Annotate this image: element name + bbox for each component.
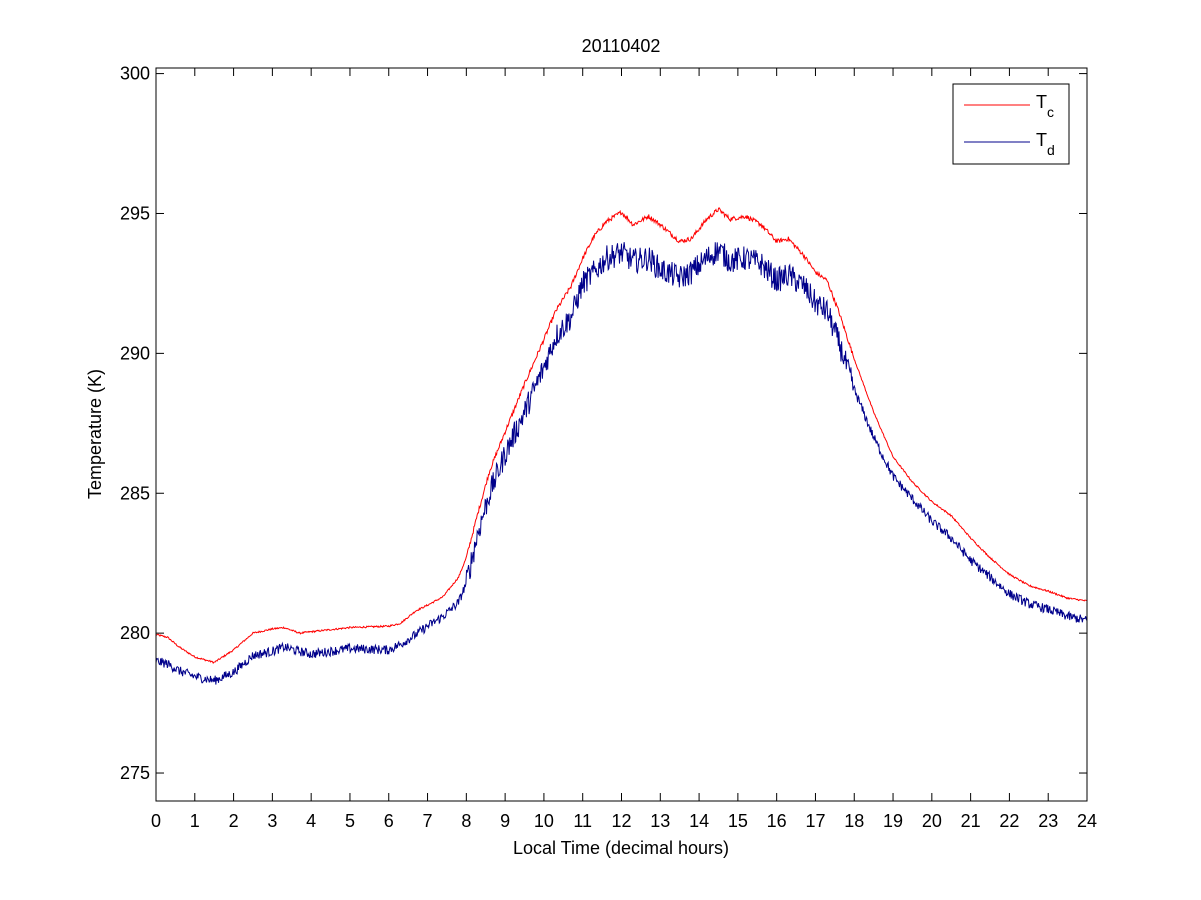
x-tick-label: 21 <box>961 811 981 831</box>
x-tick-label: 12 <box>611 811 631 831</box>
series-lines <box>155 207 1088 685</box>
y-axis-label: Temperature (K) <box>85 369 105 499</box>
legend-label-td-sub: d <box>1047 142 1055 158</box>
x-tick-label: 22 <box>999 811 1019 831</box>
x-tick-label: 18 <box>844 811 864 831</box>
y-tick-label: 285 <box>120 483 150 503</box>
legend-label-td: Td <box>1036 130 1055 158</box>
x-tick-label: 5 <box>345 811 355 831</box>
x-tick-label: 16 <box>767 811 787 831</box>
x-tick-label: 17 <box>805 811 825 831</box>
x-tick-label: 15 <box>728 811 748 831</box>
x-tick-label: 14 <box>689 811 709 831</box>
y-tick-label: 290 <box>120 343 150 363</box>
x-axis-label: Local Time (decimal hours) <box>513 838 729 858</box>
legend-box <box>952 83 1070 165</box>
x-ticks: 0 1 2 3 4 5 6 7 8 9 10 11 12 13 14 15 16 17 18 19 20 21 22 23 24 <box>151 68 1097 831</box>
legend-label-tc: Tc <box>1036 92 1054 120</box>
plot-frame <box>155 67 1088 802</box>
x-tick-label: 10 <box>534 811 554 831</box>
x-tick-label: 4 <box>306 811 316 831</box>
legend: Tc Td <box>952 83 1070 165</box>
y-tick-label: 280 <box>120 623 150 643</box>
x-tick-label: 8 <box>461 811 471 831</box>
x-tick-label: 11 <box>573 811 592 831</box>
x-tick-label: 13 <box>650 811 670 831</box>
x-tick-label: 24 <box>1077 811 1097 831</box>
x-tick-label: 2 <box>229 811 239 831</box>
x-tick-label: 20 <box>922 811 942 831</box>
series-line-td <box>155 242 1088 685</box>
y-ticks: 275 280 285 290 295 300 <box>120 64 1087 783</box>
series-line-tc <box>155 207 1088 664</box>
plot-area <box>156 68 1087 801</box>
x-tick-label: 3 <box>267 811 277 831</box>
x-tick-label: 0 <box>151 811 161 831</box>
x-tick-label: 23 <box>1038 811 1058 831</box>
y-tick-label: 300 <box>120 64 150 84</box>
x-tick-label: 6 <box>384 811 394 831</box>
legend-label-tc-sub: c <box>1047 104 1054 120</box>
x-tick-label: 19 <box>883 811 903 831</box>
x-tick-label: 7 <box>423 811 433 831</box>
y-tick-label: 295 <box>120 203 150 223</box>
legend-label-td-main: T <box>1036 130 1047 150</box>
x-tick-label: 1 <box>190 811 200 831</box>
chart-title: 20110402 <box>582 36 661 56</box>
y-tick-label: 275 <box>120 763 150 783</box>
legend-label-tc-main: T <box>1036 92 1047 112</box>
x-tick-label: 9 <box>500 811 510 831</box>
